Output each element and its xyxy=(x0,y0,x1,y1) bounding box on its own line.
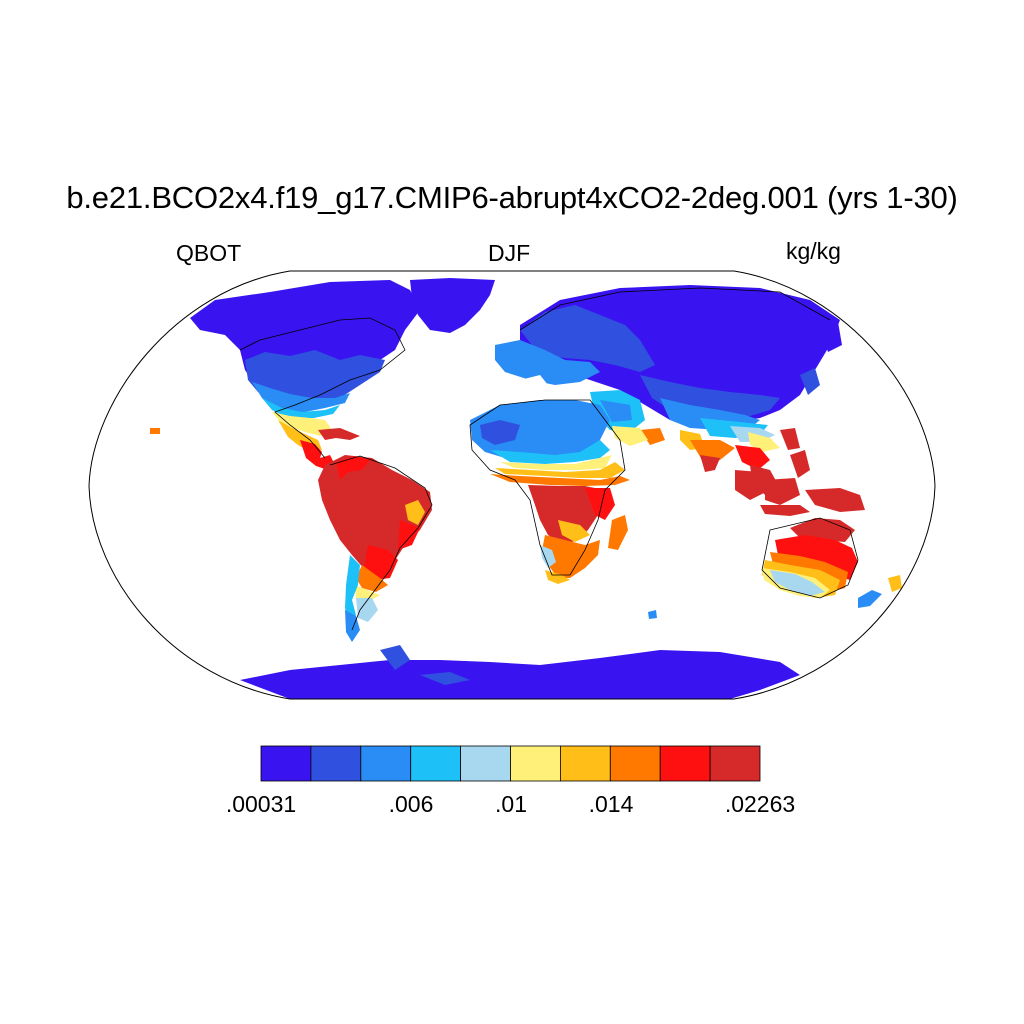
colorbar-swatch xyxy=(609,745,661,782)
colorbar-tick-label: .014 xyxy=(588,791,634,817)
maritime-continent xyxy=(735,428,865,516)
colorbar-swatch xyxy=(659,745,711,782)
antarctica xyxy=(240,645,800,699)
colorbar-tick-label: .00031 xyxy=(225,791,297,817)
colorbar-tick-label: .02263 xyxy=(724,791,796,817)
coastlines xyxy=(239,287,859,631)
units-label: kg/kg xyxy=(786,238,841,264)
colorbar-tick-label: .01 xyxy=(495,791,527,817)
colorbar xyxy=(260,745,761,782)
north-america xyxy=(190,278,495,470)
variable-label: QBOT xyxy=(176,240,242,266)
colorbar-swatch xyxy=(510,745,561,782)
eurasia xyxy=(495,285,842,495)
colorbar-swatch xyxy=(260,745,312,782)
season-label: DJF xyxy=(488,240,531,266)
colorbar-swatch xyxy=(310,745,362,782)
australia xyxy=(762,518,902,608)
globe-outline xyxy=(88,270,936,700)
south-america xyxy=(318,455,432,642)
colorbar-swatch xyxy=(709,745,761,782)
colorbar-swatch xyxy=(410,745,462,782)
colorbar-swatch xyxy=(360,745,412,782)
africa xyxy=(470,400,630,584)
plot-title: b.e21.BCO2x4.f19_g17.CMIP6-abrupt4xCO2-2… xyxy=(66,180,958,215)
colorbar-swatch xyxy=(560,745,611,782)
colorbar-swatch xyxy=(460,745,511,782)
colorbar-tick-label: .006 xyxy=(388,791,434,817)
